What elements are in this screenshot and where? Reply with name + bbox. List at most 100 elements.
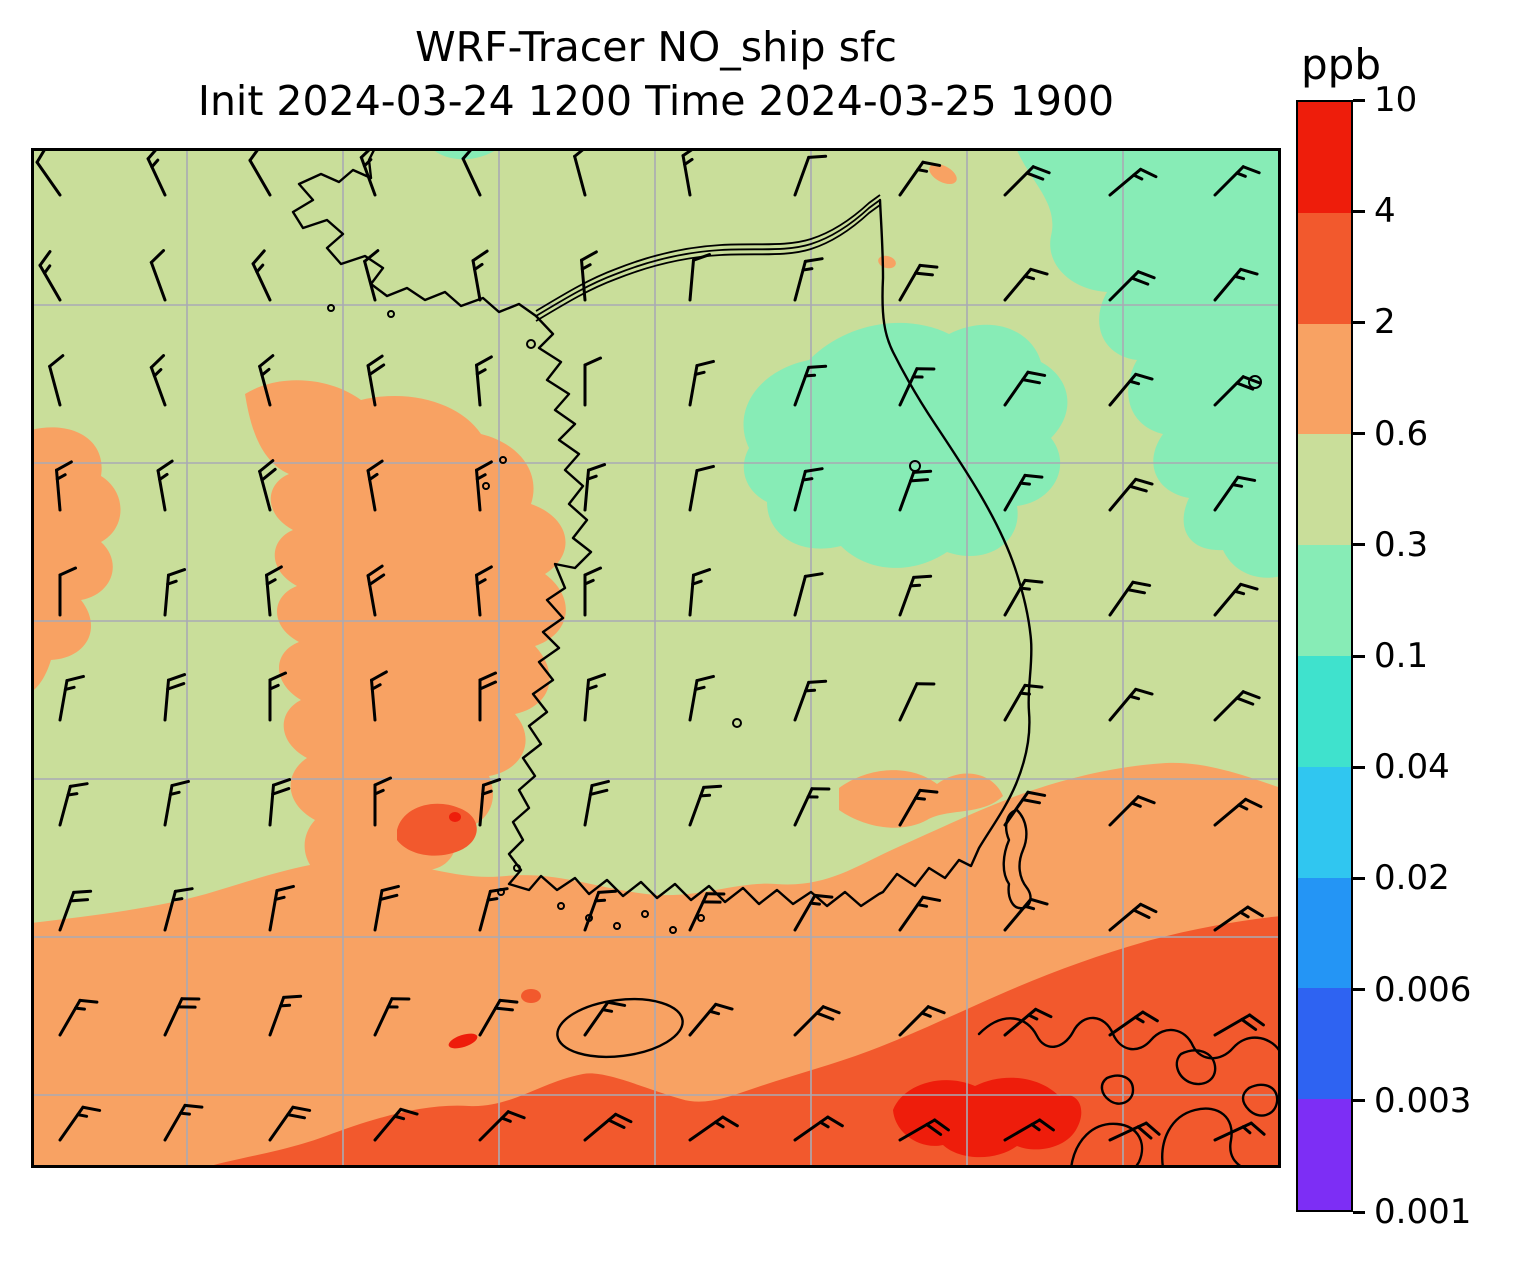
wind-barb — [163, 673, 187, 722]
wind-barb — [1003, 370, 1047, 407]
wind-barb — [1213, 475, 1257, 512]
wind-barb — [478, 1110, 526, 1142]
colorbar-band — [1298, 655, 1351, 767]
colorbar-tick-mark — [1353, 98, 1365, 102]
wind-barb — [1003, 578, 1044, 617]
colorbar-band — [1298, 988, 1351, 1100]
wind-barb — [149, 249, 167, 302]
contour-region-2-4 — [521, 989, 541, 1003]
wind-barb — [583, 779, 610, 827]
coastline — [977, 1016, 1281, 1060]
wind-barb — [583, 889, 618, 932]
wind-barb — [373, 1107, 419, 1142]
plot-title-line2: Init 2024-03-24 1200 Time 2024-03-25 190… — [197, 77, 1115, 126]
island-outline — [641, 910, 649, 918]
colorbar-tick-mark — [1353, 209, 1365, 213]
jeju-island-outline — [556, 997, 684, 1059]
wind-barb — [898, 160, 942, 197]
colorbar-tick-label: 4 — [1374, 191, 1396, 232]
wind-barb — [793, 364, 828, 407]
wind-barb — [1108, 1121, 1161, 1142]
island-outline — [669, 926, 677, 934]
colorbar-tick-label: 0.006 — [1374, 969, 1472, 1010]
colorbar-tick-mark — [1353, 1099, 1365, 1103]
wind-barb — [793, 1115, 844, 1142]
colorbar-tick-label: 0.6 — [1374, 413, 1429, 454]
wind-barb — [688, 674, 715, 722]
wind-barb — [1213, 1013, 1265, 1037]
wind-barb — [258, 459, 277, 512]
wind-barb — [898, 1005, 946, 1037]
wind-barb — [268, 1105, 312, 1142]
wind-barb — [688, 568, 712, 617]
wind-barb — [793, 572, 824, 617]
colorbar-bands — [1296, 100, 1353, 1212]
island-outline — [613, 922, 621, 930]
wind-barb — [38, 250, 62, 302]
wind-barb — [1213, 165, 1261, 197]
wind-barb — [478, 778, 502, 827]
plot-title: WRF-Tracer NO_ship sfc Init 2024-03-24 1… — [31, 20, 1281, 128]
island-outline — [513, 864, 521, 872]
wind-barb — [583, 673, 607, 722]
wind-barb — [373, 997, 411, 1037]
wind-barb — [58, 674, 85, 722]
map-area — [31, 148, 1281, 1168]
wind-barb — [688, 464, 715, 512]
wind-barb — [1108, 795, 1156, 827]
coastline — [1175, 1049, 1217, 1086]
wind-barb — [1213, 797, 1263, 827]
colorbar-tick-mark — [1353, 988, 1365, 992]
wind-barb — [373, 884, 400, 932]
wind-barb — [1108, 167, 1158, 197]
wind-barb — [1213, 375, 1261, 407]
wind-barb — [793, 787, 831, 827]
island-outline — [1248, 375, 1262, 389]
contour-region-4-10 — [449, 812, 461, 822]
border-line — [535, 204, 881, 322]
wind-barb — [1003, 683, 1044, 722]
coastline — [291, 148, 538, 318]
colorbar-tick-mark — [1353, 654, 1365, 658]
coastline — [1161, 1107, 1245, 1168]
contour-region-0.6-2 — [245, 380, 566, 895]
wind-barb — [688, 253, 712, 302]
contour-region-0.1-0.3 — [1016, 148, 1281, 578]
wind-barb — [373, 776, 393, 827]
wind-barb — [268, 994, 303, 1037]
wind-barb — [1003, 790, 1047, 827]
colorbar-tick-mark — [1353, 543, 1365, 547]
coastline — [1241, 1083, 1279, 1117]
island-outline — [732, 718, 742, 728]
wind-barb — [149, 354, 167, 407]
wind-barb — [793, 154, 828, 197]
wind-barb — [366, 459, 384, 512]
wind-barb — [898, 895, 942, 932]
wind-barb — [163, 997, 201, 1037]
wind-barb — [583, 356, 603, 407]
wind-barb — [1108, 477, 1154, 512]
wind-barb — [48, 354, 65, 407]
colorbar-label: ppb — [1301, 40, 1381, 89]
wind-barb — [1108, 1010, 1159, 1037]
colorbar-band — [1298, 212, 1351, 324]
wind-barb — [583, 1000, 627, 1037]
wind-barb — [163, 1103, 204, 1142]
border-line — [535, 194, 881, 312]
wind-barb — [573, 148, 588, 197]
island-outline — [482, 482, 490, 490]
colorbar-tick-mark — [1353, 876, 1365, 880]
wind-barb — [258, 354, 275, 407]
island-outline — [526, 339, 536, 349]
wind-barb — [898, 574, 933, 617]
wind-barb — [1108, 580, 1152, 617]
colorbar-tick-label: 0.001 — [1374, 1192, 1472, 1232]
wind-barb — [898, 469, 933, 512]
wind-barb — [1003, 897, 1049, 932]
wind-barb — [359, 148, 377, 197]
wind-barb — [251, 249, 272, 302]
wind-barb — [793, 893, 834, 932]
colorbar-band — [1298, 545, 1351, 656]
coastline — [1100, 1074, 1135, 1105]
